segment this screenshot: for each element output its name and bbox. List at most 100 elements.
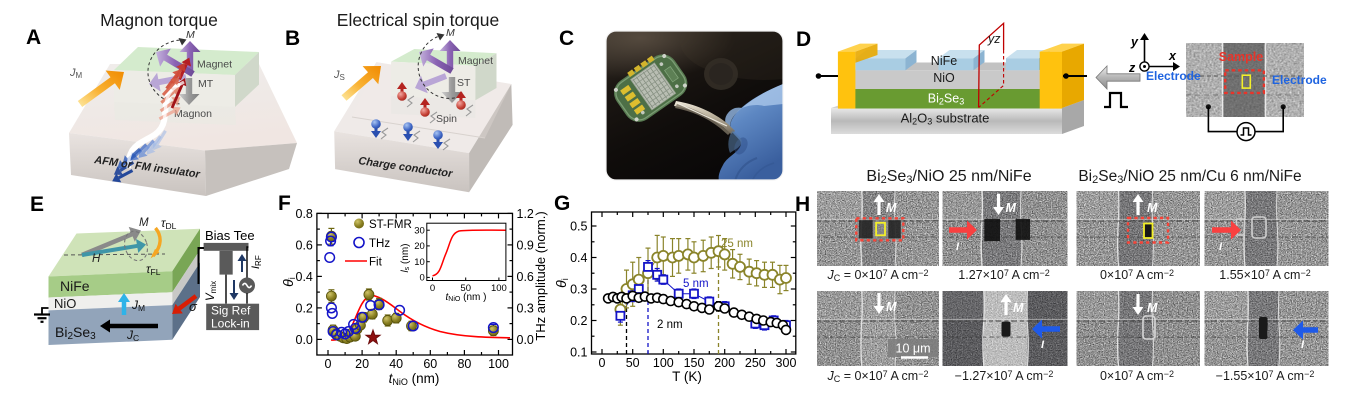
svg-text:NiFe: NiFe	[931, 54, 957, 68]
svg-text:0.4: 0.4	[296, 270, 313, 284]
svg-text:150: 150	[684, 356, 705, 370]
svg-text:A: A	[26, 26, 41, 49]
svg-text:I: I	[1301, 339, 1305, 351]
svg-text:M: M	[446, 27, 455, 39]
svg-text:−1.27×107 A cm−2: −1.27×107 A cm−2	[955, 369, 1054, 383]
svg-text:IRF: IRF	[250, 255, 263, 269]
svg-text:JC = 0×107 A cm−2: JC = 0×107 A cm−2	[826, 369, 928, 384]
svg-text:0.0: 0.0	[296, 333, 313, 347]
svg-text:H: H	[795, 193, 810, 216]
svg-text:0.9: 0.9	[517, 238, 534, 252]
svg-text:0.6: 0.6	[296, 238, 313, 252]
svg-text:I: I	[956, 241, 960, 253]
svg-text:NiO: NiO	[54, 296, 76, 311]
svg-text:Al2O3 substrate: Al2O3 substrate	[901, 111, 990, 127]
svg-text:0.6: 0.6	[517, 270, 534, 284]
svg-text:M: M	[1147, 301, 1158, 315]
svg-text:x: x	[1168, 49, 1177, 63]
svg-text:τFL: τFL	[146, 262, 161, 277]
svg-text:NiFe: NiFe	[60, 278, 90, 294]
svg-text:Bi2Se3/NiO 25 nm/NiFe: Bi2Se3/NiO 25 nm/NiFe	[866, 168, 1031, 186]
svg-text:Spin: Spin	[436, 113, 457, 125]
svg-text:THz: THz	[369, 238, 390, 250]
svg-text:H: H	[92, 253, 101, 265]
svg-text:M: M	[186, 29, 195, 41]
svg-text:10 μm: 10 μm	[896, 342, 931, 356]
svg-text:tNiO (nm ): tNiO (nm )	[446, 292, 487, 303]
svg-text:0.4: 0.4	[570, 251, 587, 265]
svg-text:80: 80	[457, 357, 471, 371]
svg-text:200: 200	[714, 356, 735, 370]
svg-text:MT: MT	[198, 78, 214, 90]
svg-text:20: 20	[414, 241, 425, 252]
svg-text:Electrode: Electrode	[1146, 69, 1201, 83]
svg-text:Electrical spin torque: Electrical spin torque	[337, 10, 499, 30]
svg-text:THz amplitude (norm.): THz amplitude (norm.)	[533, 211, 548, 340]
svg-text:30: 30	[414, 225, 425, 236]
svg-text:Magnet: Magnet	[197, 59, 232, 71]
svg-text:100: 100	[653, 356, 674, 370]
svg-text:Bias Tee: Bias Tee	[205, 228, 255, 243]
svg-text:NiO: NiO	[933, 71, 955, 85]
svg-text:Bi2Se3: Bi2Se3	[55, 324, 96, 342]
svg-text:M: M	[886, 300, 897, 314]
svg-text:0×107 A cm−2: 0×107 A cm−2	[1100, 369, 1174, 383]
svg-text:50: 50	[460, 283, 471, 294]
svg-text:Bi2Se3: Bi2Se3	[928, 92, 964, 107]
svg-text:θi: θi	[553, 278, 570, 288]
svg-text:Fit: Fit	[369, 257, 383, 269]
svg-text:0.3: 0.3	[517, 301, 534, 315]
svg-text:C: C	[559, 27, 574, 50]
svg-text:Magnon torque: Magnon torque	[100, 10, 218, 30]
svg-text:0.2: 0.2	[296, 301, 313, 315]
svg-text:60: 60	[423, 357, 437, 371]
svg-text:0.1: 0.1	[570, 346, 587, 360]
svg-text:0.3: 0.3	[570, 283, 587, 297]
svg-text:M: M	[886, 201, 897, 215]
svg-text:E: E	[30, 193, 44, 216]
svg-text:25 nm: 25 nm	[721, 238, 753, 250]
svg-text:1.2: 1.2	[517, 207, 534, 221]
svg-text:0.2: 0.2	[570, 314, 587, 328]
svg-text:JC = 0×107 A cm−2: JC = 0×107 A cm−2	[826, 268, 928, 283]
svg-text:Sample: Sample	[1219, 50, 1264, 64]
svg-text:ST-FMR: ST-FMR	[369, 219, 412, 231]
svg-text:yz: yz	[987, 32, 1001, 46]
svg-text:Magnon: Magnon	[174, 108, 212, 120]
svg-text:300: 300	[776, 356, 797, 370]
svg-text:0.5: 0.5	[570, 220, 587, 234]
svg-text:G: G	[554, 192, 570, 215]
svg-text:σ: σ	[189, 299, 198, 314]
svg-text:ls (nm): ls (nm)	[400, 243, 411, 272]
svg-text:−1.55×107 A cm−2: −1.55×107 A cm−2	[1216, 369, 1315, 383]
svg-text:5 nm: 5 nm	[683, 278, 709, 290]
svg-text:M: M	[1013, 301, 1024, 315]
svg-text:1.55×107 A cm−2: 1.55×107 A cm−2	[1219, 268, 1310, 282]
svg-text:I: I	[1219, 241, 1223, 253]
svg-text:Lock-in: Lock-in	[211, 317, 250, 331]
svg-text:JC: JC	[126, 328, 139, 343]
svg-text:F: F	[278, 192, 291, 215]
svg-text:JM: JM	[69, 67, 83, 80]
svg-text:250: 250	[745, 356, 766, 370]
svg-text:ST: ST	[457, 77, 471, 89]
svg-text:0.8: 0.8	[296, 207, 313, 221]
svg-text:Bi2Se3/NiO 25 nm/Cu 6 nm/NiFe: Bi2Se3/NiO 25 nm/Cu 6 nm/NiFe	[1078, 168, 1301, 186]
svg-text:M: M	[1006, 201, 1017, 215]
svg-text:Vmix: Vmix	[205, 281, 218, 301]
svg-text:D: D	[796, 28, 811, 51]
svg-text:τDL: τDL	[161, 216, 177, 231]
svg-text:M: M	[1147, 201, 1158, 215]
svg-text:0×107 A cm−2: 0×107 A cm−2	[1100, 268, 1174, 282]
svg-text:I: I	[1041, 339, 1045, 351]
svg-text:0: 0	[325, 357, 332, 371]
svg-text:2 nm: 2 nm	[657, 319, 683, 331]
svg-text:θi: θi	[280, 277, 297, 287]
svg-text:Sig Ref: Sig Ref	[211, 304, 251, 318]
svg-text:JS: JS	[333, 69, 345, 82]
svg-text:40: 40	[389, 357, 403, 371]
svg-text:z: z	[1128, 61, 1136, 75]
svg-text:0: 0	[430, 283, 435, 294]
svg-text:100: 100	[491, 283, 507, 294]
svg-text:y: y	[1130, 35, 1139, 49]
